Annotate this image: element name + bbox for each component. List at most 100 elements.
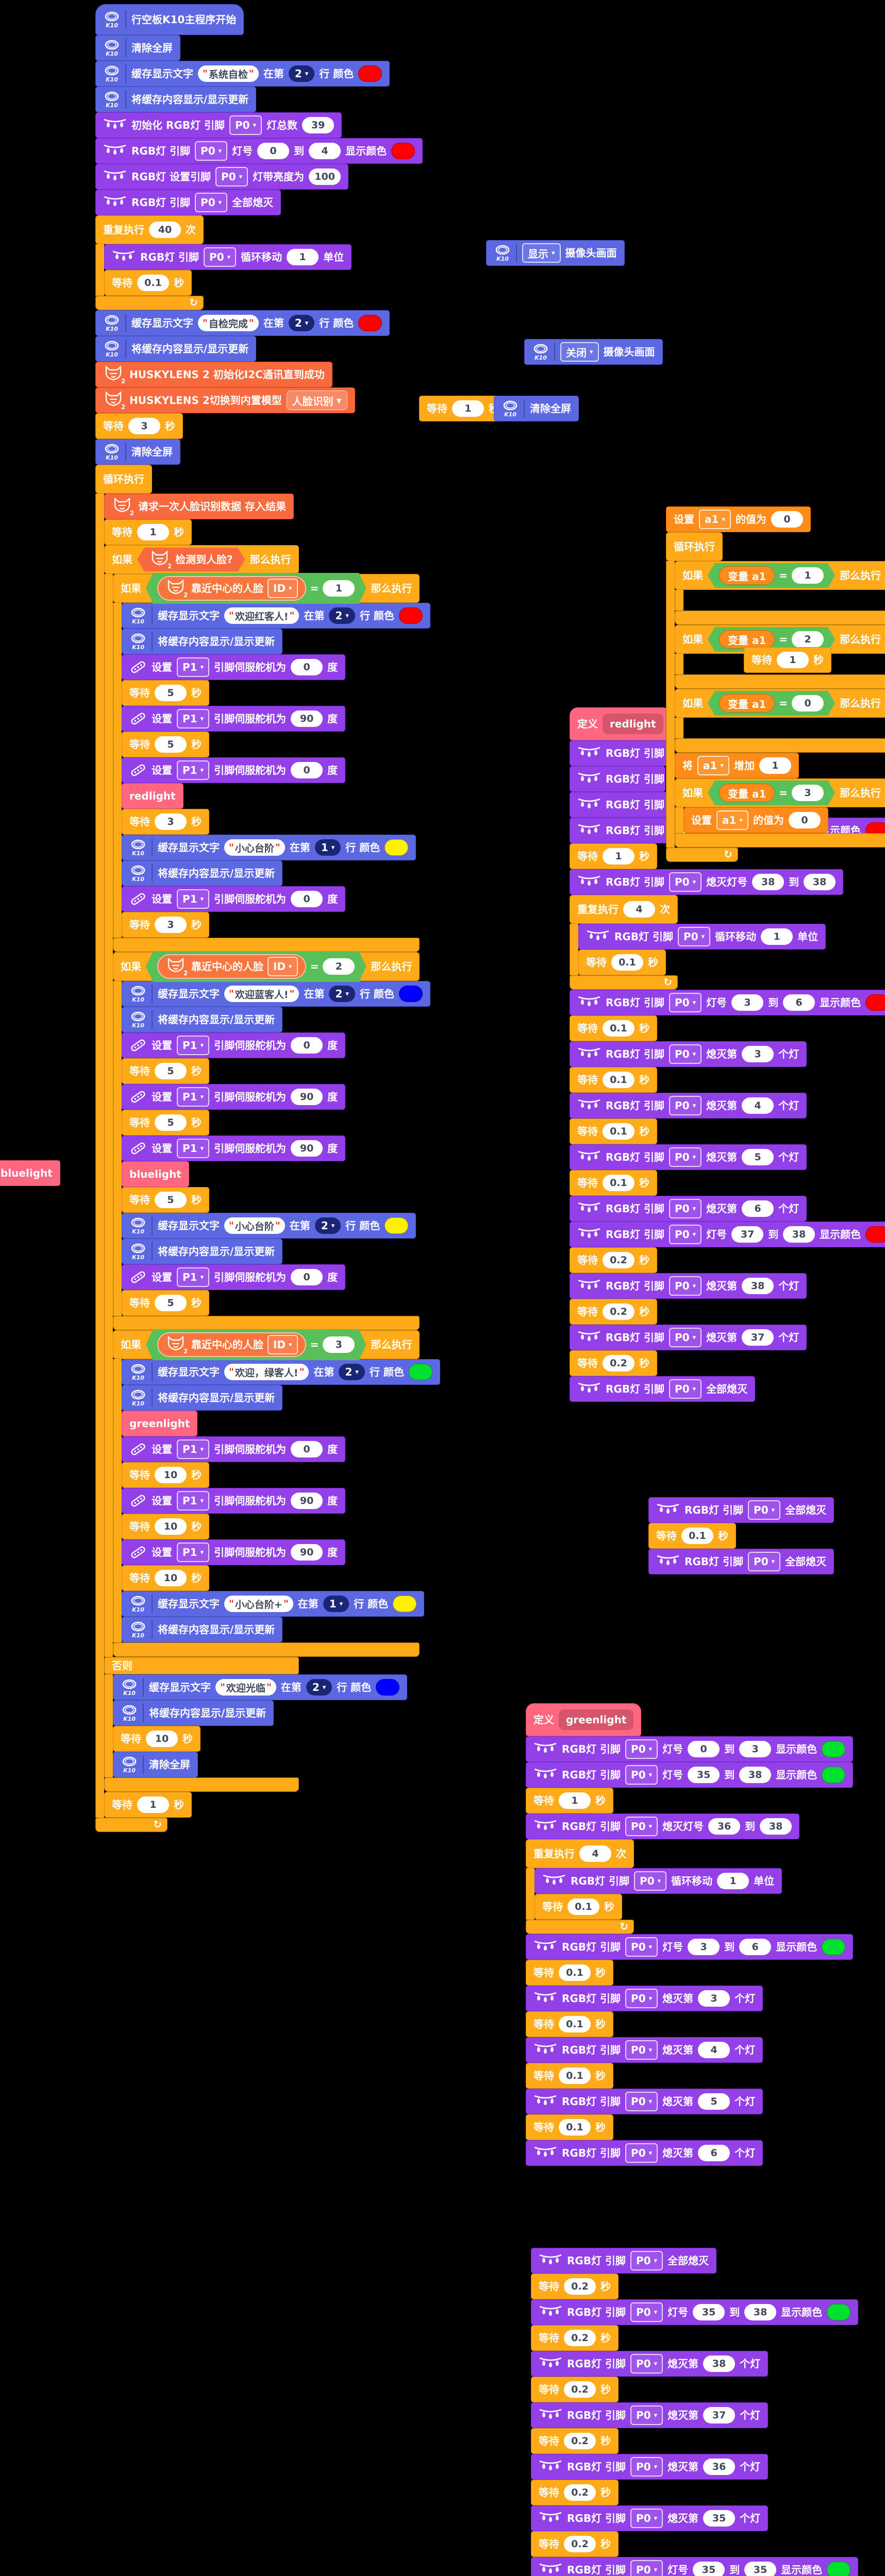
block-stack[interactable]: K10 缓存显示文字 " 小心台阶+ " 在第 1 ▾ 行 颜色 xyxy=(122,1591,425,1617)
c-block-header[interactable]: 如果 变量 a1 = 0 那么执行 xyxy=(675,689,885,718)
script-float-show-camera[interactable]: K10 显示 ▾ 摄像头画面 xyxy=(486,240,625,266)
dropdown-1[interactable]: 1 ▾ xyxy=(323,1596,349,1612)
dropdown-P0[interactable]: P0▾ xyxy=(195,141,228,161)
block-stack[interactable]: 等待 0.2 秒 xyxy=(531,2325,619,2351)
number-input[interactable]: 0.2 xyxy=(564,2484,596,2501)
number-input[interactable]: 0 xyxy=(688,1741,720,1757)
dropdown-a1[interactable]: a1 ▾ xyxy=(716,810,748,830)
number-input[interactable]: 4 xyxy=(309,143,341,159)
comparison-operator[interactable]: 2 靠近中心的人脸 ID ▾ = 2 xyxy=(146,951,366,982)
dropdown-P1[interactable]: P1 ▾ xyxy=(177,1139,210,1158)
number-input[interactable]: 35 xyxy=(703,2510,736,2527)
c-block-header[interactable]: 如果 2 靠近中心的人脸 ID ▾ = 3 那么执行 xyxy=(113,1330,420,1359)
number-input[interactable]: 4 xyxy=(579,1845,611,1862)
comparison-operator[interactable]: 变量 a1 = 0 xyxy=(708,691,835,716)
block-stack[interactable]: 2 请求一次人脸识别数据 存入结果 xyxy=(104,494,294,519)
block-stack[interactable]: RGB灯 引脚 P0▾ 全部熄灭 xyxy=(570,1376,756,1402)
dropdown-P0[interactable]: P0▾ xyxy=(215,167,248,187)
dropdown-1[interactable]: 1 ▾ xyxy=(314,839,341,856)
block-stack[interactable]: RGB灯 引脚 P0 ▾ 灯号 35 到 35 显示颜色 xyxy=(531,2557,859,2576)
color-swatch[interactable] xyxy=(408,1364,432,1380)
block-stack[interactable]: K10 缓存显示文字 " 欢迎红客人! " 在第 2 ▾ 行 颜色 xyxy=(122,603,430,629)
block-stack[interactable]: RGB灯 引脚 P0▾ 全部熄灭 xyxy=(95,190,281,215)
block-c-ctl[interactable]: 循环执行 2 请求一次人脸识别数据 存入结果 等待 1 秒如果 2 检测到人脸? 那么执行 如果 2… xyxy=(95,465,440,1832)
block-c-ctl[interactable]: 如果 变量 a1 = 0 那么执行 xyxy=(675,689,885,753)
block-stack[interactable]: 等待 5 秒 xyxy=(122,1110,209,1136)
number-input[interactable]: 38 xyxy=(783,1226,815,1243)
number-input[interactable]: 0 xyxy=(771,511,803,528)
script-float-alloff-pair[interactable]: RGB灯 引脚 P0 ▾ 全部熄灭 等待 0.1 秒 RGB灯 引脚 P0 ▾ 全部熄灭 xyxy=(648,1497,834,1574)
block-stack[interactable]: 等待 0.2 秒 xyxy=(570,1299,657,1325)
color-swatch[interactable] xyxy=(822,1767,846,1783)
number-input[interactable]: 1 xyxy=(323,580,355,597)
c-block-header[interactable]: 重复执行 4 次 xyxy=(570,895,678,924)
dropdown-P0[interactable]: P0▾ xyxy=(625,2143,658,2163)
block-stack[interactable]: RGB灯 引脚 P0 ▾ 灯号 3 到 6 显示颜色 xyxy=(526,1934,854,1960)
dropdown-P1[interactable]: P1 ▾ xyxy=(177,760,210,780)
number-input[interactable]: 5 xyxy=(155,685,187,701)
dropdown-P0[interactable]: P0▾ xyxy=(669,993,702,1012)
number-input[interactable]: 0 xyxy=(291,891,323,907)
number-input[interactable]: 5 xyxy=(698,2093,730,2110)
block-stack[interactable]: K10 将缓存内容显示/显示更新 xyxy=(122,1385,283,1411)
color-swatch[interactable] xyxy=(398,986,423,1002)
block-stack[interactable]: 等待 0.2 秒 xyxy=(531,2428,619,2454)
string-input[interactable]: " 小心台阶 " xyxy=(224,1217,285,1234)
number-input[interactable]: 38 xyxy=(742,1278,774,1294)
number-input[interactable]: 0 xyxy=(792,695,824,711)
number-input[interactable]: 0.1 xyxy=(559,1964,591,1981)
dropdown-a1[interactable]: a1 ▾ xyxy=(699,510,731,529)
block-stack[interactable]: 等待 10 秒 xyxy=(122,1514,209,1539)
dropdown-P1[interactable]: P1 ▾ xyxy=(177,709,210,728)
block-stack[interactable]: RGB灯 引脚 P0 ▾ 熄灭第 37 个灯 xyxy=(570,1325,807,1350)
block-stack[interactable]: 等待 0.2 秒 xyxy=(531,2377,619,2402)
number-input[interactable]: 0 xyxy=(291,1441,323,1458)
number-input[interactable]: 3 xyxy=(698,1990,730,2007)
c-block-header[interactable]: 如果 2 靠近中心的人脸 ID ▾ = 1 那么执行 xyxy=(113,574,420,603)
dropdown-P0[interactable]: P0▾ xyxy=(630,2457,663,2477)
dropdown-P0[interactable]: P0▾ xyxy=(634,1871,667,1891)
dropdown-P1[interactable]: P1 ▾ xyxy=(177,1439,210,1459)
number-input[interactable]: 100 xyxy=(309,168,341,185)
number-input[interactable]: 5 xyxy=(155,736,187,753)
number-input[interactable]: 38 xyxy=(703,2355,736,2372)
dropdown-P0[interactable]: P0▾ xyxy=(669,1276,702,1296)
script-def-greenlight[interactable]: 定义 greenlight RGB灯 引脚 P0 ▾ 灯号 0 到 3 显示颜色 RGB灯 引脚 P0… xyxy=(526,1703,854,2166)
string-input[interactable]: " 欢迎，绿客人! " xyxy=(224,1364,309,1380)
number-input[interactable]: 6 xyxy=(698,2145,730,2161)
block-stack[interactable]: 等待 0.1 秒 xyxy=(648,1523,736,1549)
block-stack[interactable]: RGB灯 引脚 P0 ▾ 熄灭第 5 个灯 xyxy=(570,1144,807,1170)
block-stack[interactable]: K10 缓存显示文字 " 欢迎，绿客人! " 在第 2 ▾ 行 颜色 xyxy=(122,1359,440,1385)
block-stack[interactable]: RGB灯 引脚 P0 ▾ 熄灭第 4 个灯 xyxy=(570,1093,807,1118)
dropdown-P0[interactable]: P0▾ xyxy=(625,1817,658,1836)
block-stack[interactable]: RGB灯 引脚 P0 ▾ 灯号 3 到 6 显示颜色 xyxy=(570,990,885,1015)
block-stack[interactable]: 等待 0.1 秒 xyxy=(570,1170,657,1196)
number-input[interactable]: 0.2 xyxy=(564,2536,596,2552)
dropdown-P1[interactable]: P1 ▾ xyxy=(177,1036,210,1055)
block-stack[interactable]: 设置 P1 ▾ 引脚伺服舵机为 0 度 xyxy=(122,757,346,783)
number-input[interactable]: 1 xyxy=(287,249,319,265)
comparison-operator[interactable]: 2 靠近中心的人脸 ID ▾ = 3 xyxy=(146,1329,366,1360)
block-stack[interactable]: 等待 0.2 秒 xyxy=(531,2531,619,2557)
comparison-operator[interactable]: 2 靠近中心的人脸 ID ▾ = 1 xyxy=(146,573,366,604)
block-stack[interactable]: RGB灯 引脚 P0 ▾ 熄灭第 4 个灯 xyxy=(526,2037,763,2063)
number-input[interactable]: 0 xyxy=(291,659,323,675)
number-input[interactable]: 1 xyxy=(559,1792,591,1809)
block-stack[interactable]: RGB灯 引脚 P0 ▾ 熄灭第 6 个灯 xyxy=(570,1196,807,1222)
dropdown-2[interactable]: 2 ▾ xyxy=(306,1679,332,1696)
block-stack[interactable]: 等待 10 秒 xyxy=(113,1726,201,1752)
number-input[interactable]: 1 xyxy=(777,652,809,668)
block-stack[interactable]: K10 将缓存内容显示/显示更新 xyxy=(95,87,257,112)
string-input[interactable]: " 欢迎红客人! " xyxy=(224,607,299,624)
block-stack[interactable]: 2 HUSKYLENS 2切换到内置模型 人脸识别 ▾ xyxy=(95,387,355,413)
block-define[interactable]: 定义 redlight xyxy=(570,707,671,740)
number-input[interactable]: 2 xyxy=(323,958,355,975)
number-input[interactable]: 90 xyxy=(291,1493,323,1509)
number-input[interactable]: 0 xyxy=(291,1269,323,1285)
block-stack[interactable]: 设置 a1 ▾ 的值为 0 xyxy=(683,807,828,833)
block-stack[interactable]: K10 将缓存内容显示/显示更新 xyxy=(122,629,283,654)
number-input[interactable]: 1 xyxy=(761,928,793,945)
